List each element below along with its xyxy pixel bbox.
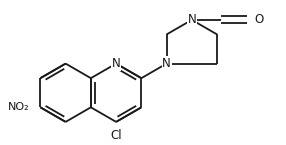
Text: N: N: [187, 13, 196, 26]
Text: N: N: [162, 57, 171, 70]
Text: Cl: Cl: [110, 129, 122, 142]
Text: O: O: [254, 13, 263, 26]
Text: NO₂: NO₂: [8, 102, 30, 112]
Text: N: N: [112, 57, 120, 70]
